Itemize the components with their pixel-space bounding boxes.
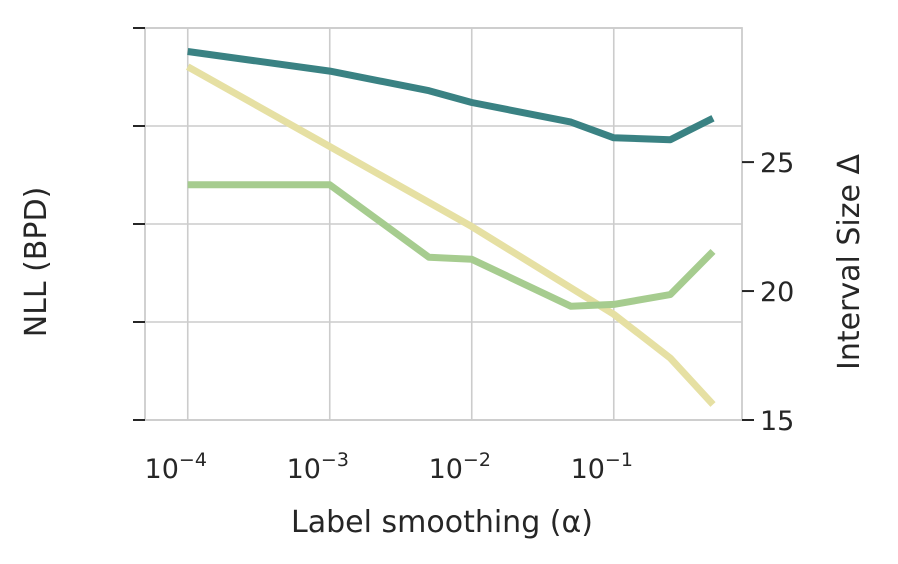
x-tick-label: 10−2: [429, 449, 491, 485]
x-tick-label: 10−1: [571, 449, 633, 485]
x-tick-label: 10−4: [145, 449, 207, 485]
right-tick-label: 20: [760, 277, 794, 308]
series-line-2: [187, 181, 716, 310]
grid: [145, 27, 742, 421]
x-tick-label: 10−3: [287, 449, 349, 485]
series-line-1: [187, 48, 715, 144]
series-lines: [185, 48, 716, 407]
x-axis-label: Label smoothing (α): [291, 505, 593, 540]
left-axis-ticks: [133, 27, 145, 421]
right-tick-label: 25: [760, 148, 794, 179]
right-tick-label: 15: [760, 406, 794, 437]
left-y-axis-label: NLL (BPD): [19, 187, 54, 338]
right-axis-ticks: 15 20 25: [742, 148, 794, 437]
x-axis-ticks: 10−4 10−3 10−2 10−1: [145, 449, 633, 485]
series-line-3: [185, 63, 716, 407]
right-y-axis-label: Interval Size Δ: [832, 153, 867, 370]
